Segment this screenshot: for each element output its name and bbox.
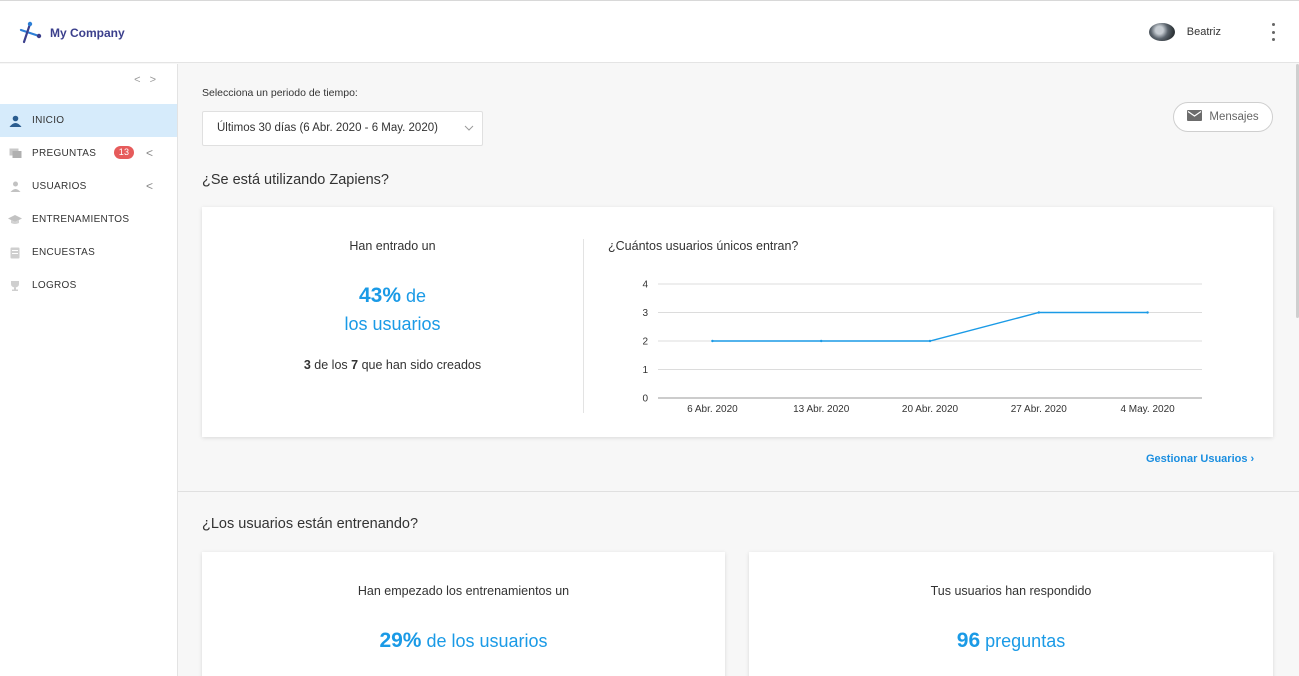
usage-percent-suffix: de: [401, 286, 427, 306]
sidebar-nav: INICIO PREGUNTAS 13 < USUARIOS < ENTRENA…: [0, 104, 177, 302]
training-started-suffix: de los usuarios: [421, 631, 548, 651]
answered-caption: Tus usuarios han respondido: [930, 584, 1092, 598]
answered-value: 96 preguntas: [749, 627, 1273, 655]
training-started-value: 29% de los usuarios: [202, 627, 725, 655]
trophy-icon: [8, 279, 22, 293]
usage-count-suffix: que han sido creados: [358, 358, 482, 372]
sidebar-item-entrenamientos[interactable]: ENTRENAMIENTOS: [0, 203, 177, 236]
x-tick-label: 6 Abr. 2020: [687, 404, 738, 415]
x-tick-label: 27 Abr. 2020: [1011, 404, 1068, 415]
data-point: [1146, 311, 1149, 314]
sidebar-item-label: ENCUESTAS: [32, 247, 96, 258]
collapse-sidebar-icon[interactable]: < >: [134, 74, 159, 86]
avatar: [1148, 23, 1175, 41]
training-started-percent: 29%: [379, 629, 422, 652]
sidebar-item-usuarios[interactable]: USUARIOS <: [0, 170, 177, 203]
main-content: Selecciona un periodo de tiempo: Últimos…: [178, 64, 1299, 676]
usage-percent: 43%: [358, 284, 401, 307]
y-tick-label: 2: [642, 337, 648, 348]
sidebar-item-inicio[interactable]: INICIO: [0, 104, 177, 137]
mail-icon: [1187, 110, 1203, 124]
brand-name: My Company: [50, 26, 125, 40]
data-point: [928, 339, 932, 343]
questions-count-badge: 13: [114, 146, 134, 159]
usage-count-mid: de los: [310, 358, 352, 372]
x-tick-label: 4 May. 2020: [1120, 404, 1175, 415]
answered-suffix: preguntas: [980, 631, 1066, 651]
x-tick-label: 20 Abr. 2020: [902, 404, 959, 415]
section-divider: [178, 491, 1299, 492]
brand[interactable]: My Company: [18, 21, 125, 45]
period-label: Selecciona un periodo de tiempo:: [202, 87, 358, 99]
chat-icon: [8, 147, 22, 161]
brand-logo-icon: [19, 21, 42, 44]
messages-button[interactable]: Mensajes: [1173, 102, 1273, 132]
card-divider: [583, 239, 584, 413]
usage-percent-line1: 43% de: [202, 282, 583, 310]
usage-count: 3 de los 7 que han sido creados: [202, 358, 583, 372]
sidebar-item-preguntas[interactable]: PREGUNTAS 13 <: [0, 137, 177, 170]
sidebar-item-label: ENTRENAMIENTOS: [32, 214, 130, 225]
period-select[interactable]: Últimos 30 días (6 Abr. 2020 - 6 May. 20…: [202, 111, 483, 146]
y-tick-label: 3: [642, 308, 648, 319]
unique-users-line-chart: 0 1 2 3 4 6 Abr. 2020 13 Abr. 2020 20 Abr. 2020…: [642, 280, 1202, 415]
manage-users-label: Gestionar Usuarios: [1146, 453, 1248, 465]
x-tick-label: 13 Abr. 2020: [793, 404, 850, 415]
sidebar-item-label: PREGUNTAS: [32, 148, 97, 159]
chevron-right-icon: ›: [1250, 453, 1255, 465]
period-select-value: Últimos 30 días (6 Abr. 2020 - 6 May. 20…: [217, 122, 438, 134]
series-line: [712, 311, 1148, 342]
chevron-down-icon: [464, 112, 474, 159]
user-menu[interactable]: Beatriz: [1148, 23, 1221, 41]
sidebar-item-label: USUARIOS: [32, 181, 87, 192]
more-options-icon[interactable]: [1265, 23, 1281, 41]
sidebar-item-label: INICIO: [32, 115, 65, 126]
usage-caption: Han entrado un: [349, 239, 436, 253]
chart-title: ¿Cuántos usuarios únicos entran?: [608, 239, 799, 253]
usage-stat: Han entrado un 43% de los usuarios 3 de …: [202, 207, 583, 437]
top-bar: My Company Beatriz: [0, 0, 1299, 63]
manage-users-link[interactable]: Gestionar Usuarios ›: [1146, 453, 1254, 465]
sidebar-item-logros[interactable]: LOGROS: [0, 269, 177, 302]
data-point: [820, 339, 823, 343]
y-tick-label: 4: [642, 280, 648, 291]
training-started-card: Han empezado los entrenamientos un 29% d…: [202, 552, 725, 676]
messages-button-label: Mensajes: [1209, 111, 1259, 123]
y-tick-label: 1: [642, 365, 648, 376]
usage-count-total: 7: [351, 358, 359, 372]
usage-count-active: 3: [303, 358, 311, 372]
chevron-left-icon[interactable]: <: [146, 146, 154, 160]
sidebar: < > INICIO PREGUNTAS 13 < USUARIOS <: [0, 64, 178, 676]
survey-icon: [8, 246, 22, 260]
sidebar-item-label: LOGROS: [32, 280, 77, 291]
usage-card: Han entrado un 43% de los usuarios 3 de …: [202, 207, 1273, 437]
usage-section-title: ¿Se está utilizando Zapiens?: [202, 172, 389, 188]
answered-count: 96: [956, 629, 981, 652]
training-started-caption: Han empezado los entrenamientos un: [357, 584, 570, 598]
user-name: Beatriz: [1186, 26, 1221, 38]
data-point: [1037, 311, 1040, 314]
usage-percent-line2: los usuarios: [344, 314, 441, 334]
y-tick-label: 0: [642, 394, 648, 405]
graduation-cap-icon: [8, 213, 22, 227]
sidebar-item-encuestas[interactable]: ENCUESTAS: [0, 236, 177, 269]
answered-questions-card: Tus usuarios han respondido 96 preguntas: [749, 552, 1273, 676]
training-section-title: ¿Los usuarios están entrenando?: [202, 516, 419, 532]
page-scrollbar[interactable]: [1296, 64, 1299, 318]
home-user-icon: [8, 114, 22, 128]
user-icon: [8, 180, 22, 194]
data-point: [711, 339, 714, 343]
chevron-left-icon[interactable]: <: [146, 179, 154, 193]
